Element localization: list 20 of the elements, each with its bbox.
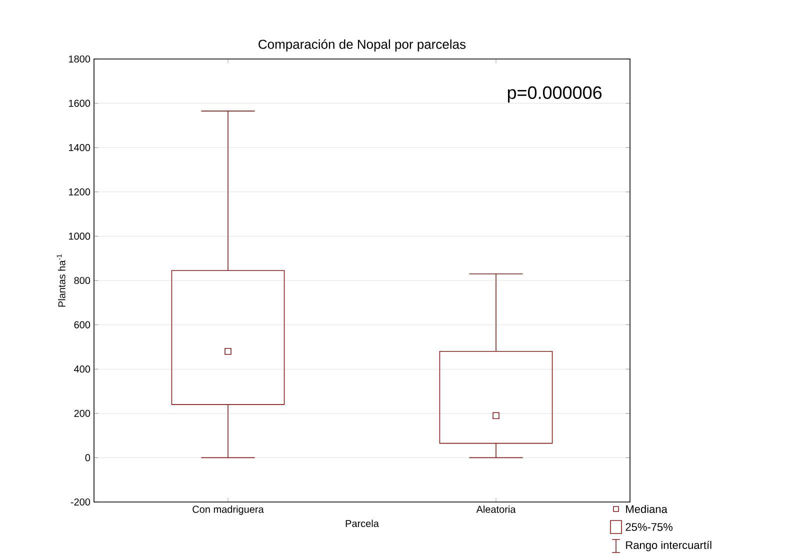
chart-title: Comparación de Nopal por parcelas [258, 39, 466, 52]
y-tick-label: 1800 [68, 55, 90, 63]
x-tick-label: Con madriguera [192, 506, 264, 515]
y-tick-label: 600 [74, 321, 90, 328]
y-tick-label: 800 [74, 276, 90, 284]
y-tick-label: 1200 [68, 188, 90, 196]
text: Mediana [626, 504, 668, 514]
x-axis-title: Parcela [346, 520, 379, 528]
y-tick-label: 1400 [68, 144, 90, 152]
y-tick-label: 0 [85, 454, 90, 462]
text: 25%-75% [626, 523, 673, 531]
y-tick-label: 400 [74, 366, 90, 373]
y-tick-label: 1000 [68, 232, 90, 240]
y-tick-label: 200 [74, 410, 90, 417]
annotation: p=0.000006 [508, 86, 602, 103]
y-tick-label: 1600 [68, 100, 90, 107]
y-axis-title: Plantas ha$^{-1}$ [56, 254, 66, 307]
text: Rango intercuartíl [626, 540, 712, 552]
x-tick-label: Aleatoria [476, 506, 516, 513]
y-tick-label: -200 [70, 498, 90, 506]
